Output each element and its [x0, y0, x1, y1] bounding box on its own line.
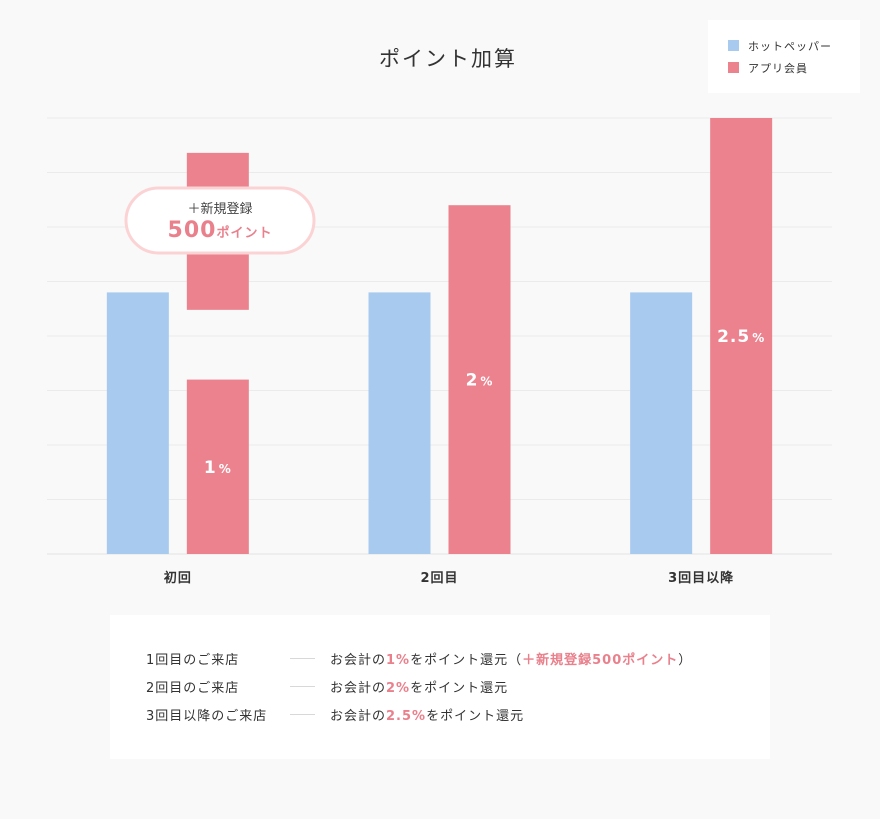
bar-hotpepper: [630, 292, 693, 554]
note-description: お会計の2%をポイント還元: [330, 677, 508, 696]
note-row: 3回目以降のご来店 お会計の2.5%をポイント還元: [110, 705, 770, 733]
chart-bars: 1 %2 %2.5%: [106, 118, 773, 554]
bar-value-label: 2%: [466, 371, 494, 391]
bar-value-label: 1%: [204, 458, 232, 478]
bubble-shape: [124, 186, 316, 255]
description-text: ）: [678, 653, 693, 668]
legend-swatch-app-member: [728, 62, 739, 73]
bar-value-label: 2.5%: [717, 327, 765, 347]
bar-value-number: 2: [466, 371, 479, 391]
note-label: 1回目のご来店: [146, 653, 240, 668]
bar-value-unit: %: [480, 375, 493, 389]
note-row: 2回目のご来店 お会計の2%をポイント還元: [110, 677, 770, 705]
highlight-text: 1%: [386, 653, 411, 668]
registration-bonus-bubble: ＋新規登録 500ポイント: [124, 186, 316, 255]
bar-hotpepper: [368, 292, 431, 554]
note-row: 1回目のご来店 お会計の1%をポイント還元（＋新規登録500ポイント）: [110, 649, 770, 677]
bar-app-member: [710, 118, 773, 554]
note-label: 2回目のご来店: [146, 681, 240, 696]
bubble-points-unit: ポイント: [216, 225, 272, 241]
description-text: をポイント還元: [410, 681, 509, 696]
chart-title: ポイント加算: [379, 47, 517, 71]
legend-swatch-hotpepper: [728, 40, 739, 51]
description-text: をポイント還元: [426, 709, 525, 724]
category-labels: 初回 2回目 3回目以降: [164, 570, 734, 586]
note-label: 3回目以降のご来店: [146, 709, 268, 724]
note-separator: [290, 714, 315, 715]
note-separator: [290, 658, 315, 659]
bar-value-unit: %: [752, 331, 765, 345]
bar-app-member: [448, 205, 511, 554]
legend-label-app-member: アプリ会員: [748, 62, 808, 75]
description-text: お会計の: [330, 653, 387, 668]
legend-label-hotpepper: ホットペッパー: [748, 40, 832, 53]
bubble-points-number: 500: [168, 218, 217, 243]
bar-hotpepper: [106, 292, 169, 554]
note-description: お会計の1%をポイント還元（＋新規登録500ポイント）: [330, 649, 692, 668]
highlight-text: 2.5%: [386, 709, 427, 724]
description-text: お会計の: [330, 709, 387, 724]
description-text: をポイント還元（: [410, 653, 523, 668]
note-separator: [290, 686, 315, 687]
category-label: 初回: [164, 570, 192, 586]
bubble-line1: ＋新規登録: [187, 201, 252, 217]
category-label: 3回目以降: [668, 570, 734, 586]
category-label: 2回目: [420, 571, 458, 586]
highlight-text: 2%: [386, 681, 411, 696]
bar-value-unit: %: [219, 462, 232, 476]
note-description: お会計の2.5%をポイント還元: [330, 705, 524, 724]
bar-app-member: [186, 379, 249, 554]
legend: ホットペッパー アプリ会員: [708, 20, 860, 93]
bar-value-number: 1: [204, 458, 217, 478]
bubble-line2: 500ポイント: [168, 218, 273, 243]
point-notes-panel: 1回目のご来店 お会計の1%をポイント還元（＋新規登録500ポイント） 2回目の…: [110, 615, 770, 759]
bar-chart: ポイント加算 1 %2 %2.5% 初回 2回目 3回目以降 ＋新規登録 500ポイント…: [47, 20, 860, 586]
highlight-text: ＋新規登録500ポイント: [522, 653, 679, 668]
legend-box: [708, 20, 860, 93]
description-text: お会計の: [330, 681, 387, 696]
bar-value-number: 2.5: [717, 327, 750, 347]
